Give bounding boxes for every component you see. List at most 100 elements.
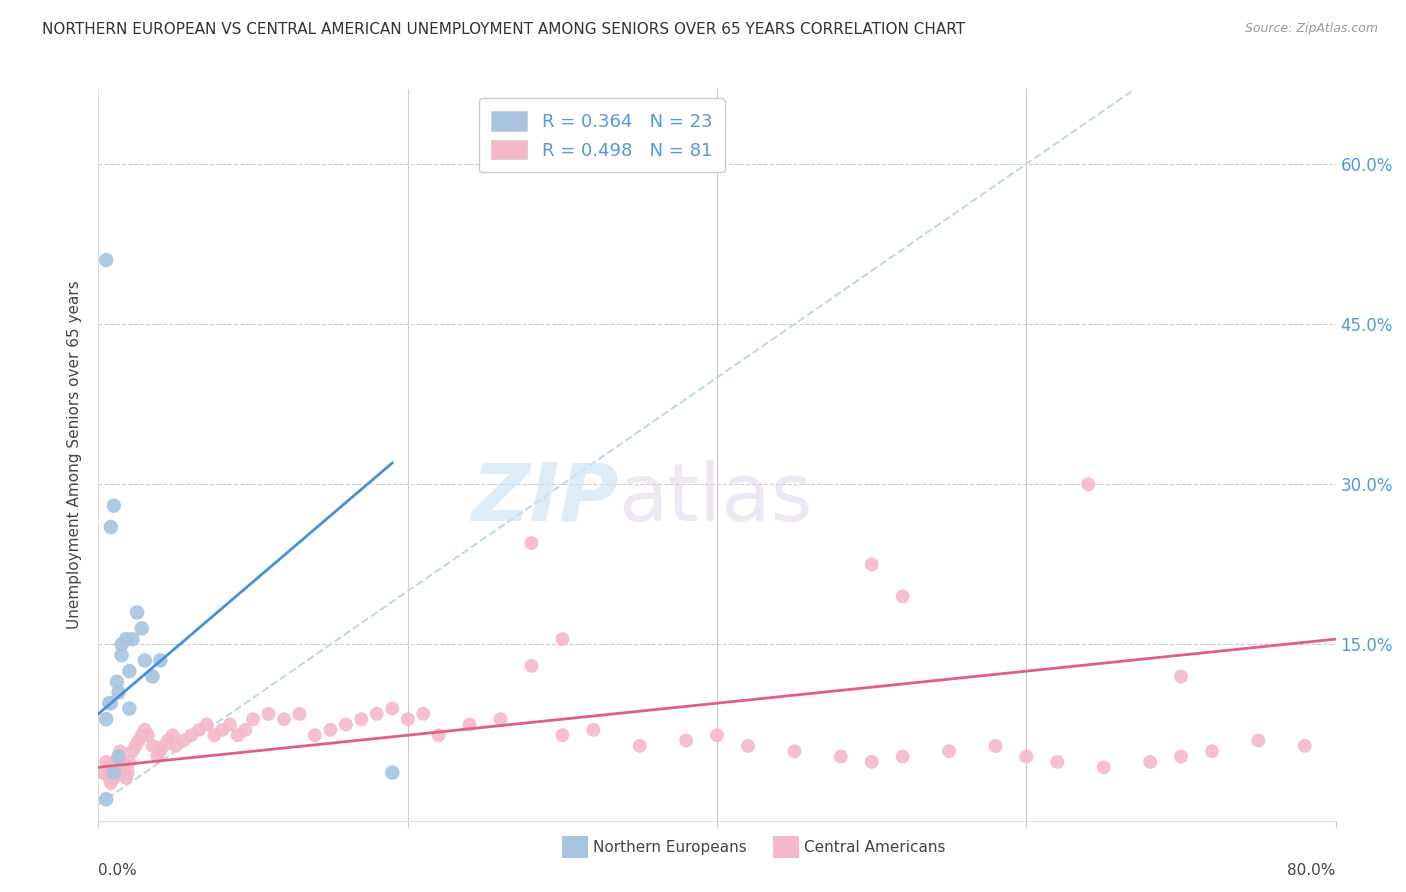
Point bbox=[257, 706, 280, 721]
Point bbox=[737, 739, 759, 753]
Point bbox=[118, 664, 141, 678]
Point bbox=[891, 749, 914, 764]
Point bbox=[427, 728, 450, 742]
Point bbox=[103, 499, 125, 513]
Point bbox=[628, 739, 651, 753]
Text: Source: ZipAtlas.com: Source: ZipAtlas.com bbox=[1244, 22, 1378, 36]
Point bbox=[146, 749, 169, 764]
Point bbox=[860, 558, 883, 572]
Text: NORTHERN EUROPEAN VS CENTRAL AMERICAN UNEMPLOYMENT AMONG SENIORS OVER 65 YEARS C: NORTHERN EUROPEAN VS CENTRAL AMERICAN UN… bbox=[42, 22, 966, 37]
Point bbox=[152, 739, 174, 753]
Point bbox=[304, 728, 326, 742]
Text: 0.0%: 0.0% bbox=[98, 863, 138, 879]
Point bbox=[117, 765, 139, 780]
Text: 80.0%: 80.0% bbox=[1288, 863, 1336, 879]
Point bbox=[1201, 744, 1223, 758]
Point bbox=[783, 744, 806, 758]
Point bbox=[157, 733, 180, 747]
Point bbox=[103, 771, 125, 785]
Point bbox=[124, 739, 146, 753]
Point bbox=[142, 669, 165, 683]
Point bbox=[115, 771, 138, 785]
Point bbox=[96, 712, 118, 726]
Point bbox=[188, 723, 211, 737]
Point bbox=[128, 733, 150, 747]
Point bbox=[98, 696, 121, 710]
Point bbox=[180, 728, 202, 742]
Point bbox=[396, 712, 419, 726]
Text: Central Americans: Central Americans bbox=[804, 840, 946, 855]
Point bbox=[118, 755, 141, 769]
Point bbox=[127, 606, 149, 620]
Point bbox=[96, 755, 118, 769]
Point bbox=[118, 701, 141, 715]
Point bbox=[1046, 755, 1069, 769]
Point bbox=[136, 728, 159, 742]
Point bbox=[706, 728, 728, 742]
Point bbox=[1139, 755, 1161, 769]
Point bbox=[100, 520, 122, 534]
Point bbox=[134, 653, 156, 667]
Point bbox=[288, 706, 311, 721]
Point bbox=[860, 755, 883, 769]
Point bbox=[242, 712, 264, 726]
Point bbox=[97, 760, 120, 774]
Point bbox=[96, 792, 118, 806]
Point bbox=[112, 765, 135, 780]
Point bbox=[111, 755, 134, 769]
Point bbox=[173, 733, 195, 747]
Point bbox=[226, 728, 249, 742]
Point bbox=[1092, 760, 1115, 774]
Point bbox=[142, 739, 165, 753]
Point bbox=[458, 717, 481, 731]
Point bbox=[273, 712, 295, 726]
Point bbox=[96, 253, 118, 268]
Point bbox=[551, 728, 574, 742]
Point bbox=[121, 744, 143, 758]
Point bbox=[489, 712, 512, 726]
Point bbox=[91, 765, 114, 780]
Point bbox=[121, 632, 143, 646]
Point bbox=[107, 749, 129, 764]
Point bbox=[111, 637, 134, 651]
Point bbox=[149, 653, 172, 667]
Point bbox=[101, 765, 124, 780]
Point bbox=[115, 632, 138, 646]
Point bbox=[131, 728, 153, 742]
Point bbox=[381, 701, 404, 715]
Point bbox=[103, 765, 125, 780]
Point bbox=[104, 760, 127, 774]
Point bbox=[1015, 749, 1038, 764]
Point bbox=[195, 717, 218, 731]
Y-axis label: Unemployment Among Seniors over 65 years: Unemployment Among Seniors over 65 years bbox=[67, 281, 83, 629]
Point bbox=[1170, 669, 1192, 683]
Point bbox=[520, 658, 543, 673]
Point bbox=[100, 696, 122, 710]
Point bbox=[938, 744, 960, 758]
Text: Northern Europeans: Northern Europeans bbox=[593, 840, 747, 855]
Point bbox=[675, 733, 697, 747]
Point bbox=[551, 632, 574, 646]
Point bbox=[204, 728, 226, 742]
Point bbox=[350, 712, 373, 726]
Point bbox=[134, 723, 156, 737]
Point bbox=[107, 685, 129, 699]
Point bbox=[105, 674, 128, 689]
Point bbox=[1170, 749, 1192, 764]
Point bbox=[108, 744, 131, 758]
Legend: R = 0.364   N = 23, R = 0.498   N = 81: R = 0.364 N = 23, R = 0.498 N = 81 bbox=[478, 98, 725, 172]
Point bbox=[412, 706, 434, 721]
Point bbox=[1077, 477, 1099, 491]
Point bbox=[319, 723, 342, 737]
Point bbox=[131, 622, 153, 636]
Point bbox=[219, 717, 242, 731]
Point bbox=[111, 648, 134, 662]
Text: atlas: atlas bbox=[619, 459, 813, 538]
Text: ZIP: ZIP bbox=[471, 459, 619, 538]
Point bbox=[1247, 733, 1270, 747]
Point bbox=[582, 723, 605, 737]
Point bbox=[100, 776, 122, 790]
Point bbox=[891, 590, 914, 604]
Point bbox=[149, 744, 172, 758]
Point bbox=[381, 765, 404, 780]
